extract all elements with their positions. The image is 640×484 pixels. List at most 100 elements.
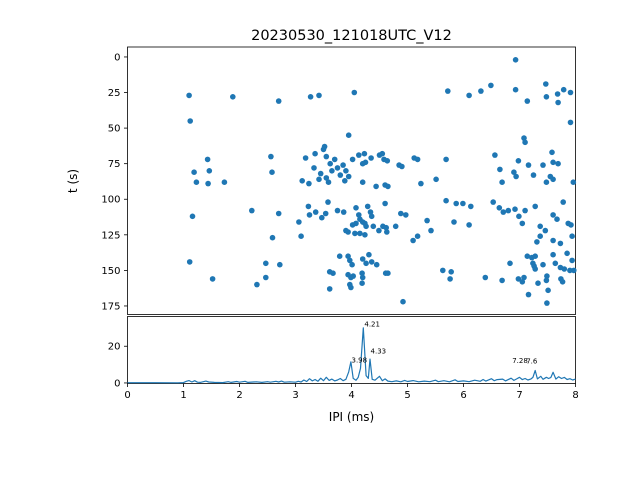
scatter-point	[545, 287, 551, 294]
scatter-point	[384, 229, 390, 235]
scatter-point	[361, 150, 368, 157]
scatter-point	[512, 57, 519, 63]
scatter-point	[356, 212, 362, 218]
scatter-point	[345, 132, 352, 138]
line-xtick-label: 6	[460, 390, 466, 401]
scatter-ytick-label: 150	[101, 266, 120, 277]
scatter-point	[193, 179, 200, 185]
scatter-ytick-label: 100	[101, 195, 120, 206]
scatter-point	[364, 203, 371, 210]
scatter-ytick-label: 25	[108, 88, 121, 99]
scatter-point	[414, 156, 421, 163]
scatter-point	[445, 88, 451, 94]
scatter-point	[356, 152, 362, 158]
scatter-point	[254, 281, 260, 288]
scatter-point	[532, 266, 538, 272]
scatter-point	[298, 233, 304, 239]
scatter-point	[448, 269, 455, 275]
scatter-point	[478, 88, 484, 94]
scatter-point	[317, 170, 324, 177]
scatter-point	[466, 222, 472, 228]
scatter-point	[560, 199, 566, 205]
scatter-point	[392, 223, 399, 230]
peak-annotations: 3.98 4.21 4.33 7.287.6	[352, 320, 538, 365]
scatter-point	[191, 169, 197, 175]
scatter-point	[345, 173, 352, 180]
scatter-point	[424, 217, 430, 224]
scatter-point	[515, 158, 522, 164]
scatter-point	[189, 213, 196, 220]
scatter-point	[367, 209, 374, 215]
scatter-ytick-label: 75	[108, 159, 121, 170]
scatter-point	[414, 233, 421, 239]
scatter-point	[505, 207, 512, 214]
scatter-point	[398, 210, 404, 217]
scatter-point	[311, 165, 317, 171]
line-xtick-label: 8	[572, 390, 578, 401]
scatter-point	[554, 216, 560, 222]
scatter-point	[370, 223, 377, 230]
scatter-point	[379, 150, 386, 157]
line-xtick-label: 5	[404, 390, 410, 401]
scatter-point	[352, 230, 358, 237]
scatter-point	[497, 166, 503, 173]
scatter-point	[447, 276, 453, 282]
scatter-point	[544, 273, 550, 279]
scatter-point	[322, 210, 329, 217]
line-xtick-label: 1	[180, 390, 186, 401]
scatter-point	[347, 257, 353, 264]
scatter-point	[187, 118, 193, 124]
scatter-point	[522, 207, 528, 214]
peak-annotation: 4.33	[371, 348, 387, 356]
scatter-point	[186, 92, 192, 99]
scatter-point	[557, 240, 564, 247]
scatter-point	[555, 160, 561, 167]
line-xtick-label: 2	[236, 390, 242, 401]
scatter-point	[567, 89, 574, 96]
scatter-point	[559, 279, 566, 285]
scatter-point	[543, 94, 550, 100]
scatter-point	[519, 220, 526, 227]
scatter-point	[268, 153, 274, 160]
line-xtick-label: 4	[348, 390, 354, 401]
scatter-point	[561, 266, 568, 272]
line-xtick-label: 7	[516, 390, 522, 401]
scatter-point	[306, 180, 312, 187]
scatter-point	[373, 183, 379, 190]
scatter-point	[307, 94, 314, 100]
scatter-point	[316, 176, 322, 183]
scatter-point	[507, 260, 513, 267]
scatter-point	[554, 91, 561, 97]
scatter-point	[482, 274, 489, 281]
scatter-point	[488, 82, 494, 89]
scatter-point	[418, 180, 424, 187]
scatter-point	[549, 149, 555, 156]
scatter-points	[186, 57, 577, 306]
scatter-point	[490, 199, 497, 205]
scatter-point	[342, 178, 348, 184]
scatter-point	[468, 203, 474, 210]
scatter-point	[550, 212, 556, 218]
scatter-point	[353, 205, 359, 211]
scatter-ytick-label: 175	[101, 301, 120, 312]
scatter-point	[302, 155, 309, 161]
scatter-point	[345, 229, 351, 235]
line-y-ticks: 0 20	[108, 342, 128, 389]
scatter-point	[384, 158, 391, 164]
scatter-point	[569, 257, 575, 264]
scatter-point	[205, 180, 211, 187]
scatter-point	[537, 233, 543, 239]
scatter-point	[550, 251, 556, 258]
scatter-point	[530, 172, 537, 178]
scatter-point	[325, 199, 331, 205]
scatter-point	[312, 150, 318, 157]
scatter-point	[521, 274, 527, 281]
scatter-point	[492, 152, 498, 158]
scatter-point	[550, 176, 556, 183]
scatter-point	[542, 227, 549, 234]
scatter-point	[345, 253, 351, 259]
scatter-point	[433, 176, 439, 183]
x-axis-label: IPI (ms)	[329, 410, 374, 424]
scatter-point	[343, 168, 349, 174]
